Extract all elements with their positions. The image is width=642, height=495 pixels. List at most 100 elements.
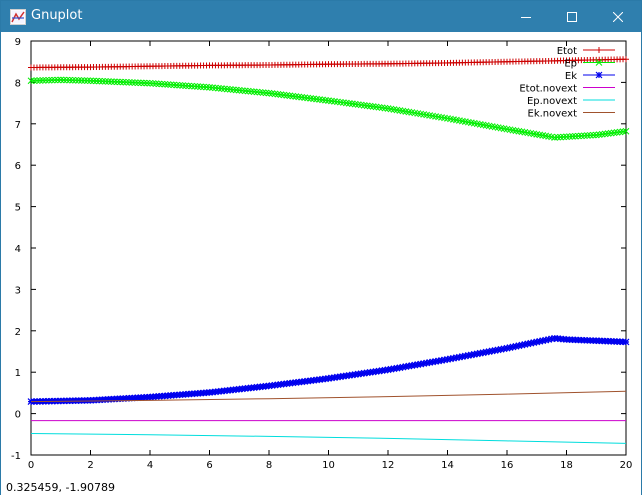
legend-label-ek: Ek (565, 71, 577, 82)
y-tick-label: 3 (15, 285, 21, 296)
x-tick-label: 6 (206, 460, 212, 471)
data-point-ep (551, 134, 558, 141)
data-point-ep (131, 79, 139, 86)
data-point-ep (134, 79, 142, 87)
legend-label-etot: Etot (557, 46, 577, 57)
data-point-ep (63, 76, 71, 84)
data-point-ep (39, 77, 47, 84)
data-point-ep (232, 86, 240, 94)
x-tick-label: 20 (620, 460, 633, 471)
data-point-ep (54, 76, 62, 84)
data-point-ep (212, 84, 219, 92)
data-point-ep (566, 133, 573, 140)
data-point-ep (185, 82, 193, 90)
plot-area[interactable]: 0 2 4 6 8 10 12 14 16 18 20 -1 0 1 2 3 4 5 6 7 8 9 Etot Ep Ek Et… (1, 32, 641, 480)
data-point-ep (57, 76, 65, 84)
legend-marker-ep (595, 59, 603, 66)
data-point-ep (87, 77, 94, 85)
data-point-ek (536, 337, 544, 345)
data-point-ep (51, 76, 59, 84)
data-point-ek (530, 339, 538, 347)
data-point-ep (262, 89, 270, 97)
series-ep-novext (30, 433, 627, 444)
gnuplot-app-icon (10, 9, 26, 25)
data-point-ep (66, 76, 74, 84)
legend-marker-etot (596, 47, 602, 53)
x-tick-label: 8 (266, 460, 272, 471)
data-point-ep (572, 132, 579, 140)
data-point-ep (253, 88, 261, 96)
data-point-ep (167, 81, 175, 89)
series-line-ep-novext (30, 433, 627, 444)
data-point-ep (170, 81, 178, 89)
series-etot (28, 56, 629, 71)
data-point-ep (81, 77, 88, 84)
y-tick-label: 4 (15, 244, 21, 255)
data-point-ep (182, 82, 190, 90)
data-point-ep (229, 86, 237, 94)
x-tick-label: 16 (501, 460, 514, 471)
minimize-icon (521, 16, 531, 18)
data-point-ep (128, 79, 136, 86)
data-point-ep (42, 76, 50, 84)
data-point-ep (575, 132, 582, 140)
data-point-ep (104, 78, 112, 85)
data-point-ep (137, 79, 145, 87)
data-point-ep (72, 76, 79, 84)
data-point-ek (533, 338, 541, 346)
y-tick-label: -1 (11, 451, 21, 462)
y-tick-label: 7 (15, 120, 21, 131)
data-point-ep (589, 131, 597, 139)
data-point-ep (78, 77, 85, 84)
data-point-ep (149, 80, 157, 87)
data-point-ep (215, 84, 222, 92)
data-point-ep (84, 77, 91, 85)
x-tick-label: 18 (560, 460, 573, 471)
minimize-button[interactable] (503, 1, 549, 32)
data-point-ep (93, 77, 100, 85)
data-point-ek (527, 339, 535, 347)
data-point-ep (36, 77, 44, 84)
data-point-ep (259, 89, 267, 96)
data-point-ep (223, 85, 231, 93)
data-point-ep (578, 132, 585, 140)
data-point-ep (244, 87, 252, 95)
series-ek-novext (30, 390, 627, 403)
data-point-ep (200, 83, 207, 91)
data-point-ek (622, 338, 630, 346)
data-point-ep (241, 87, 249, 95)
data-point-ep (69, 76, 77, 84)
data-point-ek (512, 342, 520, 350)
legend-marker-ek (595, 71, 603, 79)
legend-label-ek-novext: Ek.novext (528, 109, 578, 120)
data-point-ep (256, 88, 264, 96)
data-point-ep (30, 77, 38, 85)
y-tick-label: 1 (15, 368, 21, 379)
data-point-ep (203, 83, 210, 91)
data-point-ep (146, 79, 154, 87)
x-tick-label: 4 (147, 460, 153, 471)
data-point-ep (250, 88, 258, 96)
data-point-ep (119, 78, 127, 86)
data-point-ep (125, 79, 133, 86)
data-point-ep (164, 81, 172, 88)
close-button[interactable] (595, 1, 641, 32)
data-point-ep (221, 85, 228, 93)
data-point-ep (110, 78, 118, 86)
data-point-ek (503, 344, 511, 352)
data-point-ep (176, 81, 184, 89)
y-tick-label: 9 (15, 37, 21, 48)
x-tick-label: 0 (28, 460, 34, 471)
data-point-ep (206, 84, 213, 91)
mouse-coordinates: 0.325459, -1.90789 (6, 481, 115, 494)
data-point-ep (107, 78, 115, 85)
data-point-ep (235, 86, 243, 94)
data-point-ek (518, 341, 526, 349)
data-point-ep (99, 77, 106, 85)
title-bar[interactable]: Gnuplot (1, 1, 641, 32)
data-point-ep (116, 78, 124, 86)
maximize-button[interactable] (549, 1, 595, 32)
close-icon (613, 11, 623, 22)
